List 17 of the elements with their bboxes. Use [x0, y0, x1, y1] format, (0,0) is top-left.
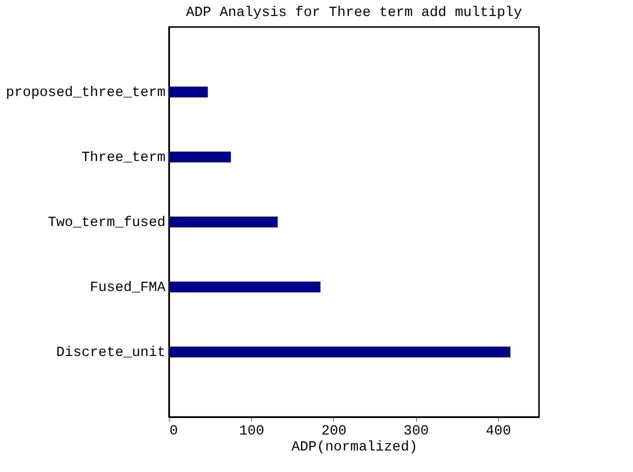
bar: [168, 282, 321, 292]
x-tick-label: 300: [404, 424, 429, 440]
bar: [168, 216, 278, 228]
y-tick-label: Discrete_unit: [56, 345, 166, 361]
y-tick-label: Three_term: [81, 150, 166, 166]
chart-title: ADP Analysis for Three term add multiply: [186, 5, 522, 21]
x-axis-title: ADP(normalized): [291, 440, 418, 456]
y-tick-label: proposed_three_term: [6, 85, 166, 101]
y-tick-label: Fused_FMA: [90, 280, 166, 296]
y-tick-label: Two_term_fused: [48, 215, 166, 231]
bar: [168, 86, 208, 98]
bar: [168, 346, 510, 358]
x-tick-label: 100: [239, 424, 264, 440]
bar: [168, 152, 231, 162]
x-tick-label: 200: [321, 424, 347, 440]
x-tick-label: 0: [170, 424, 178, 440]
x-tick-label: 400: [486, 424, 511, 440]
